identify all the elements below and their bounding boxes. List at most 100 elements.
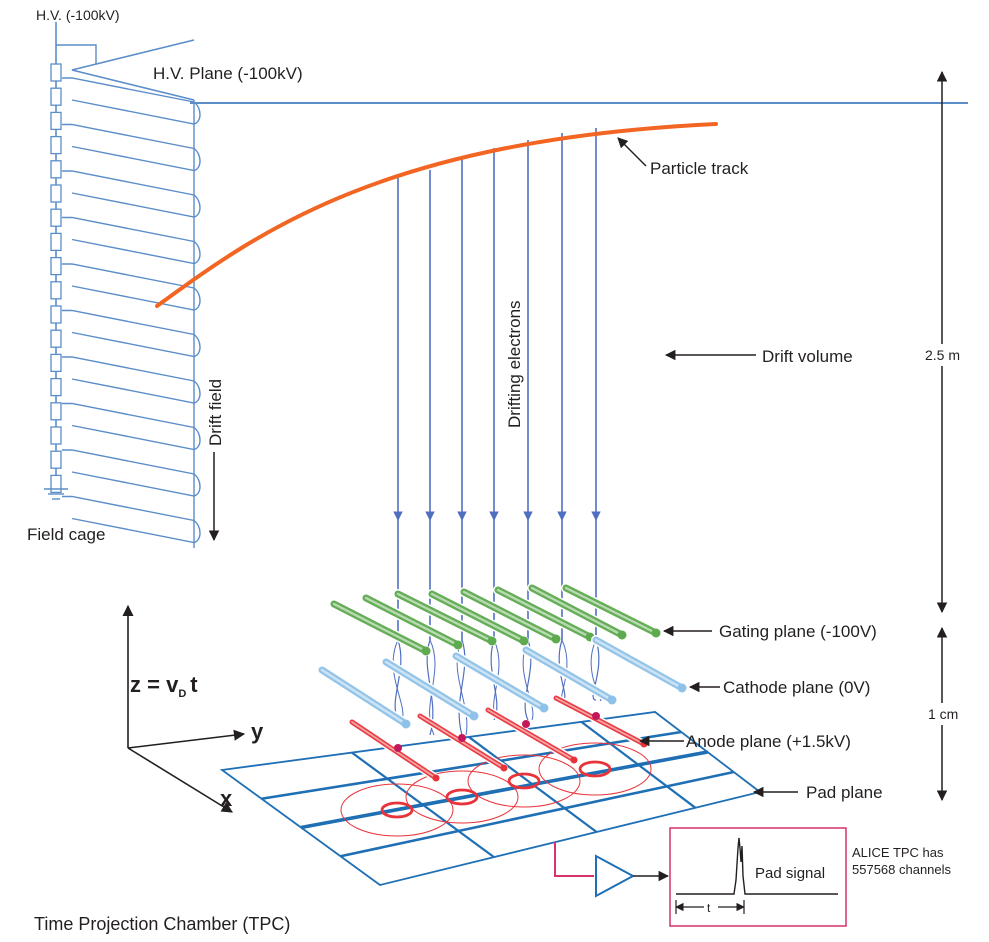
drifting-electron-lines — [392, 128, 602, 736]
charge-cloud-outer — [538, 742, 652, 796]
charge-cloud-core — [578, 760, 612, 778]
hv-source-label: H.V. (-100kV) — [36, 7, 120, 23]
field-cage-strip — [62, 216, 201, 265]
gating-wire-highlight — [496, 588, 592, 639]
resistor-icon — [50, 402, 62, 421]
resistor-icon — [50, 135, 62, 155]
drift-electron-curve — [458, 639, 466, 736]
induced-charge-circles — [340, 742, 652, 837]
resistor-icon — [50, 63, 62, 82]
cathode-wire-end — [677, 683, 687, 693]
pad-column-line — [351, 751, 495, 858]
charge-cloud-outer — [467, 754, 581, 808]
resistor-icon — [50, 305, 62, 324]
drift-electron-curve — [392, 639, 404, 721]
resistor-icon — [50, 87, 62, 106]
gating-wire-highlight — [462, 590, 558, 641]
axis-x-label: x — [220, 786, 233, 811]
pad-plane-label: Pad plane — [806, 783, 883, 802]
hv-plane-edge — [71, 39, 195, 101]
gating-plane-label: Gating plane (-100V) — [719, 622, 877, 641]
resistor-icon — [50, 353, 62, 373]
drift-length-label: 2.5 m — [925, 347, 960, 363]
field-cage — [44, 22, 201, 548]
pad-signal-label: Pad signal — [755, 865, 825, 882]
dimension-arrows — [920, 70, 968, 802]
cathode-wire-end — [539, 703, 549, 713]
drift-electron-curve — [590, 639, 602, 701]
resistor-icon — [50, 329, 62, 348]
avalanche-point — [458, 734, 466, 742]
resistor-icon — [50, 377, 62, 397]
cathode-wire-highlight — [594, 638, 684, 690]
cathode-wire-highlight — [454, 654, 546, 710]
field-cage-strip — [62, 402, 201, 451]
cathode-wire-end — [401, 719, 411, 729]
gating-wire-end — [617, 630, 627, 640]
gating-wire-end — [651, 628, 661, 638]
anode-plane-wires — [348, 694, 648, 782]
gating-wire-end — [453, 640, 463, 650]
anode-wire-highlight — [555, 697, 645, 745]
cathode-wire-end — [469, 711, 479, 721]
drift-electron-curve — [592, 639, 600, 701]
gating-wire-highlight — [364, 596, 460, 647]
cathode-plane-label: Cathode plane (0V) — [723, 678, 870, 697]
field-cage-strip — [62, 449, 201, 497]
anode-wire-highlight — [487, 709, 575, 761]
drift-electron-curve — [394, 639, 402, 721]
gating-wire-highlight — [530, 586, 624, 637]
avalanche-point — [522, 720, 530, 728]
charge-cloud-core — [445, 788, 479, 806]
field-cage-label: Field cage — [27, 525, 105, 544]
cathode-wire-end — [607, 695, 617, 705]
charge-cloud-outer — [340, 783, 454, 837]
particle-track — [155, 122, 718, 308]
amplifier-icon — [595, 854, 636, 898]
alice-channels-line2: 557568 channels — [852, 862, 952, 877]
field-cage-strip — [62, 170, 201, 218]
alice-channels-line1: ALICE TPC has — [852, 845, 944, 860]
field-cage-strip — [62, 309, 201, 358]
pad-signal-pulse — [676, 837, 838, 895]
coordinate-axes — [122, 604, 246, 813]
anode-wire-end — [570, 756, 578, 764]
anode-wire-highlight — [351, 721, 437, 779]
drift-electron-curve — [456, 639, 468, 736]
readout-chain — [554, 827, 847, 927]
avalanche-point — [592, 712, 600, 720]
drifting-electrons-label: Drifting electrons — [505, 300, 524, 428]
gating-wire-end — [519, 636, 529, 646]
hv-feed-wire — [56, 44, 97, 64]
gating-wire-highlight — [332, 602, 428, 653]
time-interval-label: t — [707, 901, 711, 915]
resistor-icon — [50, 111, 62, 131]
drift-volume-label: Drift volume — [762, 347, 853, 366]
gating-wire-highlight — [564, 586, 658, 635]
cathode-wire-highlight — [320, 668, 408, 726]
axis-y-label: y — [251, 719, 264, 744]
charge-cloud-core — [507, 772, 541, 790]
gating-wire-end — [551, 634, 561, 644]
gating-wire-end — [487, 636, 497, 646]
cathode-wire-highlight — [524, 648, 614, 702]
particle-track-label: Particle track — [650, 159, 749, 178]
label-pointers — [208, 137, 798, 798]
pad-column-line — [580, 720, 697, 809]
resistor-icon — [50, 450, 62, 469]
cathode-wire-highlight — [384, 660, 476, 718]
tpc-caption: Time Projection Chamber (TPC) — [34, 914, 290, 934]
charge-cloud-core — [380, 801, 414, 819]
field-cage-strip — [62, 263, 201, 311]
resistor-icon — [50, 281, 62, 300]
cathode-plane-wires — [317, 635, 687, 729]
resistor-icon — [50, 426, 62, 445]
drift-field-label: Drift field — [206, 379, 225, 446]
gating-wire-end — [421, 646, 431, 656]
field-cage-strip — [62, 356, 201, 404]
resistor-icon — [50, 232, 62, 252]
gating-wire-highlight — [396, 592, 494, 643]
field-cage-strip — [62, 123, 201, 172]
gating-plane-wires — [329, 583, 661, 656]
